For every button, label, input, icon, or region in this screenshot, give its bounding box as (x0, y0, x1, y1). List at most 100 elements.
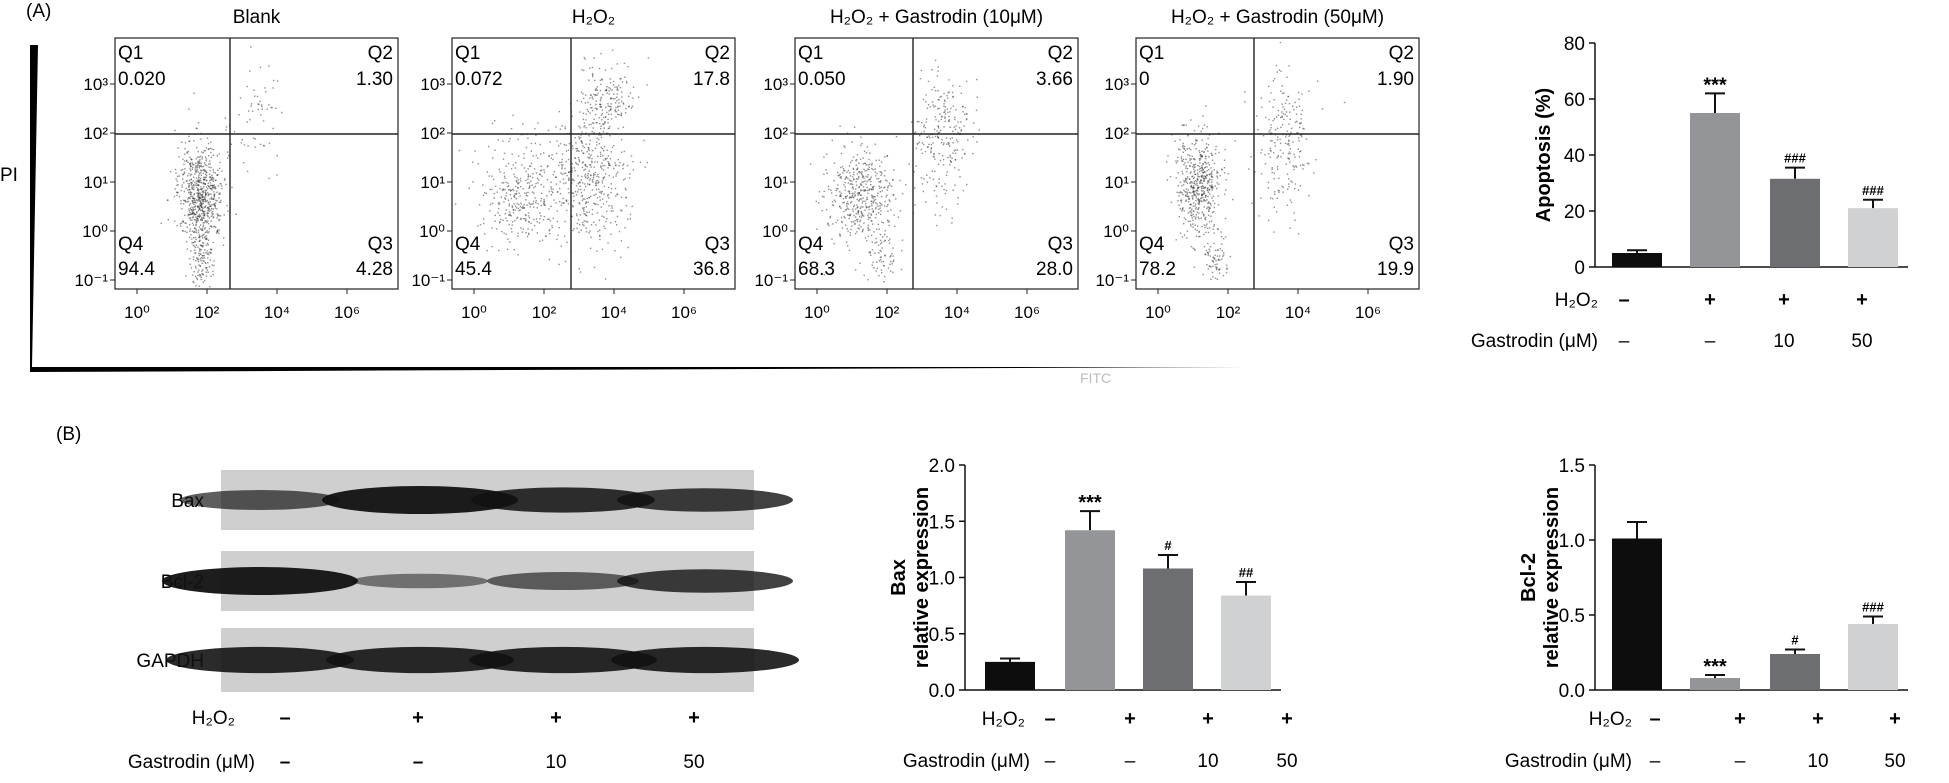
flow-event-dot (851, 180, 853, 182)
flow-event-dot (930, 150, 932, 152)
flow-event-dot (197, 209, 200, 212)
flow-event-dot (539, 170, 542, 172)
h2o2-row-label: H₂O₂ (1589, 709, 1632, 730)
flow-event-dot (207, 252, 209, 254)
flow-event-dot (458, 149, 461, 152)
flow-event-dot (573, 195, 575, 197)
flow-event-dot (206, 253, 208, 255)
flow-event-dot (625, 204, 628, 207)
flow-event-dot (870, 213, 872, 215)
flow-event-dot (646, 161, 648, 164)
flow-event-dot (1192, 202, 1195, 204)
flow-event-dot (1186, 191, 1188, 194)
flow-event-dot (218, 232, 220, 235)
flow-event-dot (528, 202, 530, 204)
flow-event-dot (264, 87, 266, 89)
flow-event-dot (1294, 121, 1297, 123)
flow-event-dot (1184, 149, 1187, 152)
flow-event-dot (610, 109, 612, 111)
flow-event-dot (516, 217, 518, 220)
flow-event-dot (184, 222, 186, 224)
flow-event-dot (854, 232, 857, 235)
flow-event-dot (272, 87, 274, 89)
flow-event-dot (1186, 230, 1189, 232)
flow-event-dot (197, 274, 199, 277)
flow-event-dot (223, 214, 225, 216)
flow-event-dot (532, 173, 534, 175)
flow-event-dot (855, 213, 857, 215)
flow-event-dot (1194, 166, 1196, 168)
flow-event-dot (848, 217, 850, 220)
flow-event-dot (540, 169, 543, 171)
flow-event-dot (618, 164, 620, 167)
flow-event-dot (1205, 105, 1207, 107)
flow-event-dot (195, 162, 197, 164)
flow-event-dot (493, 197, 495, 199)
flow-event-dot (833, 242, 835, 245)
y-tick-label: 1.5 (1559, 456, 1585, 477)
flow-event-dot (616, 63, 618, 65)
flow-event-dot (1251, 202, 1253, 204)
flow-event-dot (1206, 264, 1208, 266)
flow-event-dot (262, 120, 265, 122)
flow-event-dot (537, 203, 539, 205)
flow-event-dot (207, 192, 209, 194)
flow-event-dot (210, 196, 213, 198)
flow-event-dot (1297, 132, 1299, 134)
flow-event-dot (1190, 181, 1193, 183)
flow-event-dot (1192, 205, 1194, 207)
flow-event-dot (960, 130, 962, 132)
flow-event-dot (562, 164, 564, 166)
flow-event-dot (212, 198, 214, 200)
flow-event-dot (202, 226, 204, 228)
flow-event-dot (911, 121, 913, 123)
flow-event-dot (198, 234, 200, 236)
flow-event-dot (197, 122, 200, 124)
flow-event-dot (1180, 156, 1183, 158)
flow-event-dot (266, 108, 269, 110)
flow-event-dot (199, 197, 201, 199)
flow-event-dot (588, 135, 590, 137)
flow-event-dot (945, 189, 948, 192)
flow-event-dot (202, 187, 204, 189)
flow-event-dot (587, 110, 589, 113)
flow-event-dot (201, 158, 203, 160)
flow-event-dot (631, 105, 634, 108)
quadrant-q2-value: 1.30 (356, 69, 393, 90)
flow-event-dot (943, 142, 945, 144)
flow-event-dot (205, 220, 207, 222)
flow-event-dot (1189, 181, 1192, 183)
flow-event-dot (1211, 172, 1213, 174)
flow-event-dot (1206, 251, 1209, 253)
flow-event-dot (217, 185, 220, 187)
flow-event-dot (823, 156, 825, 158)
flow-event-dot (200, 256, 203, 259)
flow-event-dot (199, 201, 202, 203)
flow-event-dot (954, 118, 956, 121)
flow-event-dot (879, 249, 881, 252)
flow-event-dot (202, 241, 204, 244)
flow-event-dot (1278, 189, 1280, 192)
flow-event-dot (1297, 91, 1300, 94)
flow-event-dot (193, 209, 195, 211)
flow-event-dot (204, 235, 206, 238)
flow-event-dot (1295, 166, 1298, 168)
flow-event-dot (543, 186, 545, 188)
flow-event-dot (927, 104, 930, 106)
flow-event-dot (202, 152, 204, 154)
flow-event-dot (965, 118, 968, 121)
flow-event-dot (209, 182, 212, 184)
flow-event-dot (195, 171, 197, 173)
flow-event-dot (866, 206, 868, 208)
flow-event-dot (920, 177, 923, 179)
flow-event-dot (1177, 184, 1180, 187)
h2o2-row-label: H₂O₂ (982, 709, 1025, 730)
flow-event-dot (598, 219, 601, 221)
flow-event-dot (537, 179, 540, 181)
flow-event-dot (1199, 159, 1201, 161)
flow-event-dot (619, 87, 622, 89)
flow-event-dot (526, 182, 529, 184)
flow-event-dot (867, 174, 869, 176)
flow-event-dot (587, 221, 589, 223)
